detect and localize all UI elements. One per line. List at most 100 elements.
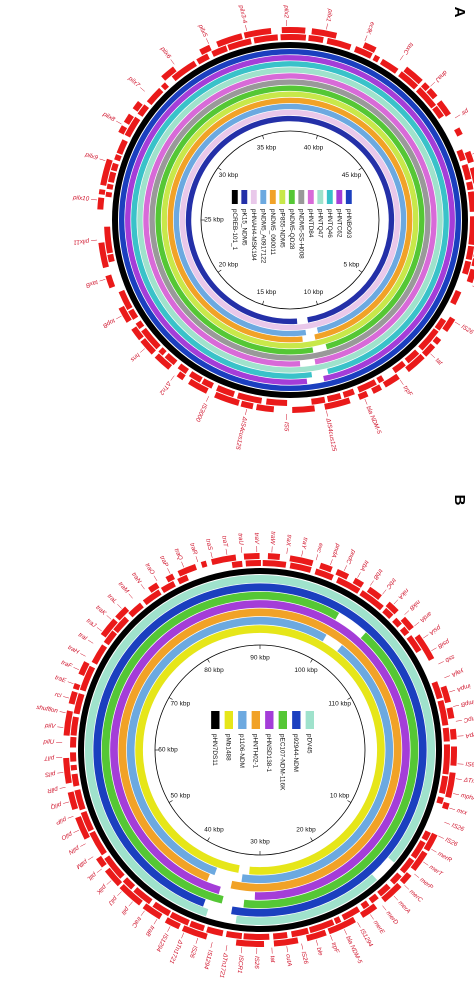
gene-block [98, 242, 109, 269]
gene-block [119, 883, 143, 906]
gene-leader [170, 59, 175, 65]
gene-label: trbA [358, 559, 370, 572]
gene-block [79, 665, 96, 692]
gene-leader [106, 880, 112, 885]
scale-tick [262, 135, 265, 140]
gene-label: pndA [330, 542, 342, 559]
gene-leader [241, 947, 243, 954]
gene-label: traC [130, 915, 143, 929]
gene-leader [140, 584, 145, 590]
gene-block [236, 392, 263, 404]
gene-label: psiB [436, 637, 451, 650]
gene-leader [181, 932, 185, 939]
gene-leader [167, 926, 171, 932]
gene-label: exc [315, 542, 325, 554]
gene-block [97, 197, 105, 210]
plasmid-ring [388, 750, 435, 863]
gene-leader [116, 315, 122, 320]
gene-label: IS26 [444, 836, 459, 848]
gene-block [436, 100, 451, 117]
gene-leader [444, 821, 451, 825]
gene-label: traW [269, 531, 277, 546]
gene-label: merA [397, 900, 412, 916]
gene-leader [96, 868, 102, 873]
legend: pHNBO93pHNTC62pHNTQ46pHNTQ47pHNTD84pNDM5… [231, 190, 352, 264]
scale-tick [358, 269, 363, 273]
gene-block [414, 634, 435, 661]
gene-label: ΔTn2 [157, 379, 172, 396]
gene-leader [67, 681, 74, 684]
gene-label: rci [54, 691, 63, 700]
scale-tick [358, 167, 363, 171]
gene-block [181, 925, 208, 940]
gene-block [177, 564, 197, 577]
gene-leader [181, 561, 185, 568]
gene-block [128, 308, 139, 320]
legend-swatch [231, 190, 238, 204]
gene-label: traR [188, 542, 198, 556]
gene-leader [153, 575, 158, 582]
gene-label: traO [144, 562, 156, 576]
gene-block [442, 727, 450, 742]
gene-block [392, 360, 406, 374]
gene-block [410, 850, 428, 872]
gene-block [105, 191, 113, 198]
gene-block [255, 404, 275, 413]
gene-block [398, 71, 419, 90]
kbp-tick-label: 30 kbp [219, 172, 239, 179]
gene-label: IS26 [188, 944, 199, 959]
legend-swatch [326, 190, 333, 204]
gene-block [410, 840, 426, 859]
gene-label: pilx10 [72, 194, 90, 203]
gene-leader [393, 599, 399, 605]
gene-block [105, 274, 116, 289]
gene-leader [63, 801, 70, 804]
gene-leader [364, 398, 368, 405]
gene-label: ΔTn1721 [168, 938, 185, 965]
gene-block [211, 45, 228, 57]
gene-leader [67, 816, 74, 819]
gene-block [336, 576, 361, 594]
gene-label: trbC [384, 577, 397, 591]
gene-block [152, 901, 172, 917]
kbp-tick-label: 20 kbp [296, 826, 316, 833]
gene-label: pilI [119, 905, 130, 917]
gene-block [357, 390, 369, 400]
gene-label: traF [60, 659, 74, 670]
gene-leader [106, 615, 112, 620]
gene-block [377, 883, 391, 897]
gene-leader [326, 410, 328, 417]
plasmid-ring [235, 874, 378, 925]
gene-block [103, 630, 118, 646]
plasmid-ring [360, 632, 419, 750]
gene-block [91, 644, 108, 665]
gene-block [189, 920, 205, 932]
gene-block [326, 37, 352, 51]
panel-letter: B [451, 495, 468, 506]
gene-label: cutA [284, 954, 293, 967]
gene-label: hns [129, 351, 141, 363]
gene-label: pilx5 [196, 23, 208, 39]
kbp-tick-label: 45 kbp [342, 172, 362, 179]
gene-block [360, 900, 370, 910]
legend-label: pHNTD84 [307, 209, 314, 238]
gene-block [110, 162, 119, 172]
gene-block [161, 66, 177, 81]
gene-label: traS [204, 538, 214, 552]
gene-leader [382, 905, 387, 911]
gene-block [291, 927, 309, 938]
gene-block [72, 683, 81, 691]
gene-block [421, 830, 431, 841]
gene-block [158, 347, 167, 356]
gene-leader [59, 787, 66, 789]
gene-block [73, 693, 85, 715]
gene-block [381, 882, 402, 903]
plasmid-ring [119, 49, 461, 391]
gene-block [314, 568, 334, 581]
gene-leader [117, 603, 122, 609]
gene-label: pilx9 [83, 151, 99, 162]
legend-label: pCREB-101_1 [231, 209, 238, 251]
gene-leader [116, 120, 122, 125]
gene-label: bla NDM-5 [365, 405, 383, 435]
